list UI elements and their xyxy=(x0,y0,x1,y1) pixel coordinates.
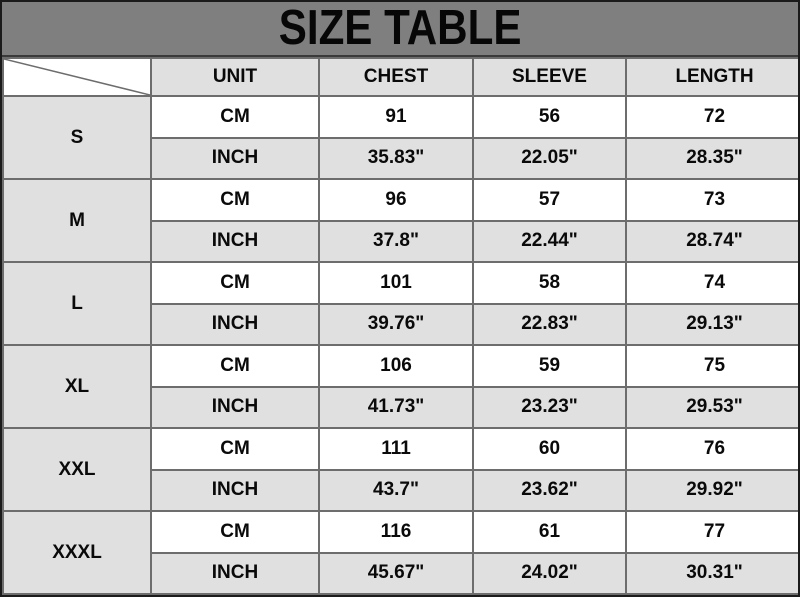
table-row: INCH 39.76" 22.83" 29.13" xyxy=(3,302,798,346)
col-header-sleeve: SLEEVE xyxy=(472,57,627,97)
title-bar: SIZE TABLE xyxy=(2,2,798,57)
length-value: 77 xyxy=(625,510,798,554)
chest-value: 41.73" xyxy=(318,385,474,429)
sleeve-value: 22.83" xyxy=(472,302,627,346)
unit-cell: INCH xyxy=(150,551,320,595)
sleeve-value: 22.05" xyxy=(472,136,627,180)
table-row: S CM 91 56 72 xyxy=(2,95,798,180)
chest-value: 116 xyxy=(318,510,474,554)
chest-value: 35.83" xyxy=(318,136,474,180)
col-header-length: LENGTH xyxy=(625,57,798,97)
length-value: 73 xyxy=(625,178,798,222)
sleeve-value: 23.23" xyxy=(472,385,627,429)
length-value: 29.13" xyxy=(625,302,798,346)
length-value: 28.35" xyxy=(625,136,798,180)
length-value: 74 xyxy=(625,261,798,305)
chest-value: 101 xyxy=(318,261,474,305)
size-label-xxxl: XXXL xyxy=(2,510,152,595)
sleeve-value: 58 xyxy=(472,261,627,305)
length-value: 75 xyxy=(625,344,798,388)
length-value: 29.92" xyxy=(625,468,798,512)
length-value: 30.31" xyxy=(625,551,798,595)
length-value: 29.53" xyxy=(625,385,798,429)
size-label-xxl: XXL xyxy=(2,427,152,512)
chest-value: 91 xyxy=(318,95,474,139)
table-row: M CM 96 57 73 xyxy=(2,178,798,263)
unit-cell: INCH xyxy=(150,302,320,346)
table-row: XL CM 106 59 75 xyxy=(2,344,798,429)
col-header-unit: UNIT xyxy=(150,57,320,97)
table-row: INCH 43.7" 23.62" 29.92" xyxy=(3,468,798,512)
unit-cell: INCH xyxy=(150,136,320,180)
size-table: UNIT CHEST SLEEVE LENGTH S CM 91 56 72 I… xyxy=(2,57,798,595)
length-value: 28.74" xyxy=(625,219,798,263)
chest-value: 39.76" xyxy=(318,302,474,346)
unit-cell: CM xyxy=(150,261,320,305)
sleeve-value: 23.62" xyxy=(472,468,627,512)
size-label-xl: XL xyxy=(2,344,152,429)
size-label-s: S xyxy=(2,95,152,180)
sleeve-value: 59 xyxy=(472,344,627,388)
sleeve-value: 24.02" xyxy=(472,551,627,595)
table-row: XXL CM 111 60 76 xyxy=(2,427,798,512)
chest-value: 37.8" xyxy=(318,219,474,263)
length-value: 76 xyxy=(625,427,798,471)
corner-diagonal-cell xyxy=(2,57,152,97)
chest-value: 45.67" xyxy=(318,551,474,595)
unit-cell: CM xyxy=(150,510,320,554)
table-row: INCH 45.67" 24.02" 30.31" xyxy=(3,551,798,595)
unit-cell: CM xyxy=(150,427,320,471)
header-row: UNIT CHEST SLEEVE LENGTH xyxy=(2,57,798,97)
unit-cell: CM xyxy=(150,178,320,222)
chest-value: 106 xyxy=(318,344,474,388)
unit-cell: INCH xyxy=(150,219,320,263)
table-row: L CM 101 58 74 xyxy=(2,261,798,346)
page-title: SIZE TABLE xyxy=(278,1,522,55)
sleeve-value: 56 xyxy=(472,95,627,139)
length-value: 72 xyxy=(625,95,798,139)
table-row: INCH 35.83" 22.05" 28.35" xyxy=(3,136,798,180)
unit-cell: INCH xyxy=(150,468,320,512)
size-label-l: L xyxy=(2,261,152,346)
size-label-m: M xyxy=(2,178,152,263)
col-header-chest: CHEST xyxy=(318,57,474,97)
chest-value: 43.7" xyxy=(318,468,474,512)
sleeve-value: 22.44" xyxy=(472,219,627,263)
unit-cell: INCH xyxy=(150,385,320,429)
unit-cell: CM xyxy=(150,95,320,139)
sleeve-value: 60 xyxy=(472,427,627,471)
chest-value: 111 xyxy=(318,427,474,471)
table-row: INCH 37.8" 22.44" 28.74" xyxy=(3,219,798,263)
table-row: INCH 41.73" 23.23" 29.53" xyxy=(3,385,798,429)
table-row: XXXL CM 116 61 77 xyxy=(2,510,798,595)
chest-value: 96 xyxy=(318,178,474,222)
sleeve-value: 61 xyxy=(472,510,627,554)
diagonal-line-icon xyxy=(4,59,150,95)
unit-cell: CM xyxy=(150,344,320,388)
sleeve-value: 57 xyxy=(472,178,627,222)
